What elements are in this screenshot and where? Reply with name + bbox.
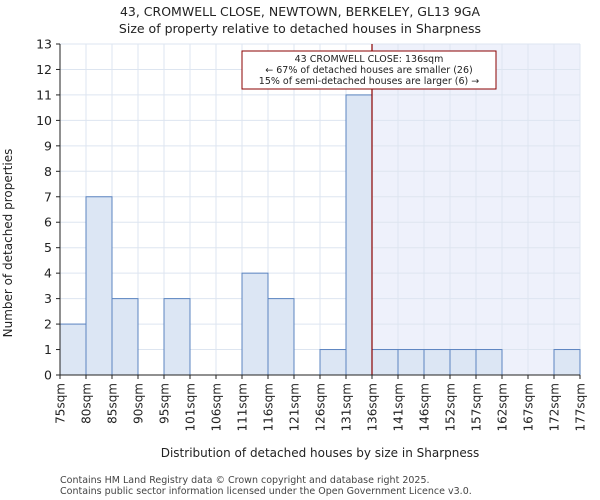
bar-126sqm xyxy=(319,349,347,376)
x-tick-label: 80sqm xyxy=(80,383,94,424)
x-tick-label: 85sqm xyxy=(106,383,120,424)
y-tick-label: 2 xyxy=(44,317,52,332)
x-tick-label: 136sqm xyxy=(366,383,380,431)
footer-line-2: Contains public sector information licen… xyxy=(60,486,472,497)
bar-85sqm xyxy=(111,298,139,376)
x-tick-label: 101sqm xyxy=(184,383,198,431)
y-tick-label: 6 xyxy=(44,215,52,230)
x-tick-label: 95sqm xyxy=(158,383,172,424)
bar-157sqm xyxy=(475,349,503,376)
x-tick-label: 167sqm xyxy=(522,383,536,431)
x-tick-label: 111sqm xyxy=(236,383,250,431)
x-tick-label: 177sqm xyxy=(574,383,588,431)
x-tick-label: 146sqm xyxy=(418,383,432,431)
x-tick-label: 90sqm xyxy=(132,383,146,424)
y-tick-label: 13 xyxy=(36,37,52,52)
x-tick-label: 75sqm xyxy=(54,383,68,424)
bar-172sqm xyxy=(553,349,581,376)
x-tick-label: 172sqm xyxy=(548,383,562,431)
x-tick-label: 126sqm xyxy=(314,383,328,431)
chart-subtitle: Size of property relative to detached ho… xyxy=(119,21,481,36)
bar-95sqm xyxy=(163,298,191,376)
annotation-box: 43 CROMWELL CLOSE: 136sqm ← 67% of detac… xyxy=(241,50,497,90)
y-tick-label: 11 xyxy=(36,87,52,102)
bar-131sqm xyxy=(345,94,373,376)
bar-80sqm xyxy=(85,196,113,376)
y-tick-label: 5 xyxy=(44,240,52,255)
y-tick-label: 9 xyxy=(44,138,52,153)
y-axis-label: Number of detached properties xyxy=(1,149,15,338)
y-tick-label: 3 xyxy=(44,291,52,306)
x-tick-label: 162sqm xyxy=(496,383,510,431)
bar-136sqm xyxy=(371,349,399,376)
y-tick-label: 1 xyxy=(44,342,52,357)
annotation-line-2: ← 67% of detached houses are smaller (26… xyxy=(265,65,472,76)
bar-111sqm xyxy=(241,272,269,376)
x-tick-label: 121sqm xyxy=(288,383,302,431)
y-tick-label: 7 xyxy=(44,189,52,204)
x-tick-label: 141sqm xyxy=(392,383,406,431)
chart-title: 43, CROMWELL CLOSE, NEWTOWN, BERKELEY, G… xyxy=(120,4,481,19)
bar-152sqm xyxy=(449,349,477,376)
x-tick-label: 116sqm xyxy=(262,383,276,431)
footer-line-1: Contains HM Land Registry data © Crown c… xyxy=(60,475,430,486)
bar-75sqm xyxy=(59,323,87,376)
y-tick-label: 4 xyxy=(44,266,52,281)
x-tick-label: 157sqm xyxy=(470,383,484,431)
x-tick-labels: 75sqm 80sqm 85sqm 90sqm 95sqm 101sqm 106sqm 111… xyxy=(54,375,588,431)
x-tick-label: 131sqm xyxy=(340,383,354,431)
y-tick-label: 10 xyxy=(36,113,52,128)
y-tick-label: 8 xyxy=(44,164,52,179)
bar-141sqm xyxy=(397,349,425,376)
x-axis-label: Distribution of detached houses by size … xyxy=(161,446,480,460)
bar-146sqm xyxy=(423,349,451,376)
bar-116sqm xyxy=(267,298,295,376)
y-tick-label: 0 xyxy=(44,368,52,383)
bars-group xyxy=(59,94,581,376)
x-tick-label: 152sqm xyxy=(444,383,458,431)
annotation-line-1: 43 CROMWELL CLOSE: 136sqm xyxy=(295,54,444,65)
x-tick-label: 106sqm xyxy=(210,383,224,431)
y-tick-label: 12 xyxy=(36,62,52,77)
annotation-line-3: 15% of semi-detached houses are larger (… xyxy=(259,76,479,87)
annotation-border xyxy=(241,50,497,90)
